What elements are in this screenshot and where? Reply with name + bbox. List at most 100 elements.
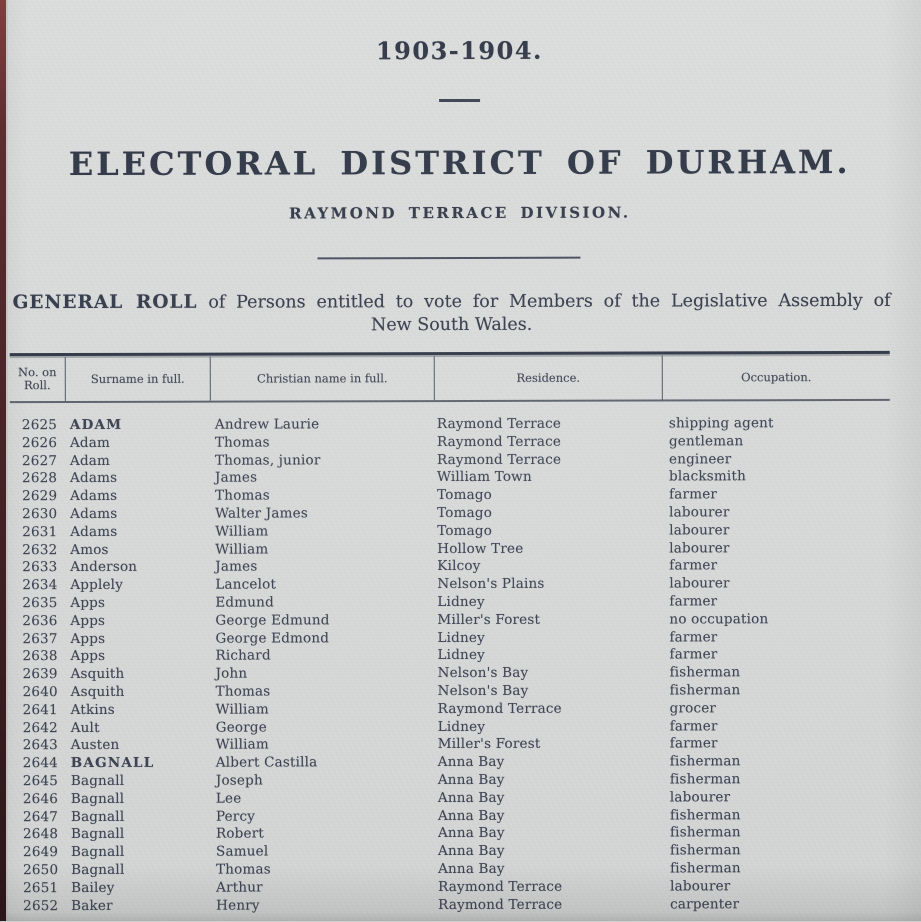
table-row: 2641 Atkins William Raymond Terrace groc… (11, 700, 891, 720)
cell-christian: John (215, 665, 248, 682)
cell-residence: Kilcoy (437, 558, 481, 575)
roll-intro-line1-rest: of Persons entitled to vote for Members … (197, 290, 891, 313)
table-row: 2646 Bagnall Lee Anna Bay labourer (11, 789, 891, 809)
cell-occupation: grocer (669, 700, 717, 717)
table-row: 2625 ADAM Andrew Laurie Raymond Terrace … (10, 415, 890, 435)
cell-no: 2650 (23, 861, 59, 879)
roll-intro-line1: GENERAL ROLL of Persons entitled to vote… (13, 289, 891, 315)
cell-occupation: fisherman (669, 753, 741, 770)
cell-residence: Raymond Terrace (438, 878, 563, 895)
cell-surname: Atkins (70, 701, 115, 718)
cell-occupation: labourer (669, 575, 730, 592)
cell-no: 2642 (22, 719, 58, 736)
cell-surname: Bagnall (70, 790, 125, 807)
cell-no: 2626 (21, 434, 58, 451)
cell-christian: Thomas (216, 861, 271, 878)
division-subtitle: RAYMOND TERRACE DIVISION. (289, 203, 631, 223)
cell-christian: Walter James (215, 505, 308, 522)
cell-christian: Percy (215, 808, 256, 825)
cell-surname: Bagnall (71, 861, 125, 878)
cell-surname: Apps (70, 648, 106, 665)
cell-christian: Henry (216, 897, 260, 914)
cell-occupation: farmer (669, 717, 718, 735)
column-header-no-on-roll: No. on Roll. (9, 357, 66, 402)
year-heading: 1903-1904. (375, 35, 543, 66)
table-row: 2642 Ault George Lidney farmer (11, 717, 891, 737)
cell-occupation: shipping agent (668, 415, 774, 432)
cell-residence: Miller's Forest (437, 611, 541, 628)
cell-christian: Samuel (216, 843, 269, 860)
cell-occupation: no occupation (669, 610, 769, 628)
cell-christian: Thomas (215, 487, 270, 504)
cell-surname: Bagnall (70, 772, 125, 789)
table-row: 2643 Austen William Miller's Forest farm… (11, 735, 891, 755)
cell-surname: Apps (70, 612, 106, 629)
cell-no: 2646 (22, 790, 59, 807)
cell-no: 2627 (21, 452, 58, 469)
table-row: 2647 Bagnall Percy Anna Bay fisherman (11, 806, 891, 826)
cell-occupation: fisherman (669, 806, 741, 823)
cell-surname: Adam (69, 434, 111, 451)
cell-residence: Nelson's Plains (437, 575, 545, 593)
cell-christian: Andrew Laurie (214, 416, 320, 433)
cell-occupation: farmer (669, 557, 718, 574)
cell-residence: Anna Bay (437, 825, 505, 842)
cell-occupation: fisherman (670, 842, 741, 859)
cell-residence: Raymond Terrace (436, 451, 562, 468)
cell-surname: Asquith (70, 666, 125, 683)
cell-residence: Tomago (437, 504, 493, 522)
cell-surname: Adams (70, 523, 118, 540)
cell-no: 2648 (22, 826, 59, 843)
cell-residence: Tomago (437, 487, 493, 504)
table-row: 2629 Adams Thomas Tomago farmer (10, 486, 890, 506)
cell-surname: Adams (70, 505, 118, 523)
cell-residence: Anna Bay (437, 789, 505, 806)
cell-occupation: labourer (669, 539, 730, 557)
cell-occupation: farmer (669, 486, 718, 503)
cell-christian: Edmund (215, 594, 274, 611)
cell-no: 2631 (22, 523, 58, 540)
table-row: 2652 Baker Henry Raymond Terrace carpent… (11, 895, 891, 915)
cell-occupation: labourer (670, 878, 731, 895)
cell-occupation: fisherman (670, 860, 741, 877)
cell-occupation: farmer (669, 735, 718, 752)
cell-residence: Tomago (437, 522, 493, 539)
cell-surname: Amos (70, 541, 109, 558)
cell-surname: Adam (69, 452, 111, 469)
cell-occupation: farmer (669, 628, 718, 646)
cell-christian: Joseph (215, 772, 263, 789)
cell-surname: Adams (70, 488, 118, 505)
cell-surname: Applely (70, 577, 124, 594)
cell-christian: Lancelot (215, 576, 277, 593)
cell-residence: Anna Bay (437, 807, 505, 824)
roll-intro-lead: GENERAL ROLL (12, 291, 198, 314)
cell-no: 2637 (22, 630, 58, 647)
table-row: 2636 Apps George Edmund Miller's Forest … (10, 611, 890, 631)
cell-christian: Robert (215, 825, 265, 842)
cell-no: 2632 (22, 541, 58, 558)
table-row: 2628 Adams James William Town blacksmith (10, 468, 890, 488)
cell-no: 2636 (22, 612, 58, 629)
table-row: 2632 Amos William Hollow Tree labourer (10, 539, 890, 559)
cell-residence: Lidney (437, 718, 486, 735)
cell-residence: Anna Bay (437, 771, 505, 788)
cell-occupation: gentleman (668, 433, 744, 450)
cell-christian: George Edmund (215, 612, 330, 629)
cell-christian: Thomas (214, 434, 270, 451)
cell-christian: William (215, 541, 269, 558)
district-title: ELECTORAL DISTRICT OF DURHAM. (68, 142, 851, 184)
table-row: 2627 Adam Thomas, junior Raymond Terrace… (10, 450, 890, 470)
cell-no: 2641 (22, 701, 58, 718)
cell-surname: Austen (70, 737, 120, 754)
table-row: 2648 Bagnall Robert Anna Bay fisherman (11, 824, 891, 844)
table-row: 2637 Apps George Edmond Lidney farmer (10, 628, 890, 648)
cell-no: 2625 (21, 417, 58, 434)
cell-christian: Arthur (216, 879, 263, 896)
cell-occupation: labourer (669, 504, 730, 521)
table-row: 2631 Adams William Tomago labourer (10, 522, 890, 542)
cell-occupation: fisherman (669, 771, 741, 788)
cell-occupation: carpenter (670, 895, 740, 912)
cell-occupation: labourer (669, 789, 731, 806)
electoral-roll-table: No. on Roll. Surname in full. Christian … (9, 350, 891, 916)
